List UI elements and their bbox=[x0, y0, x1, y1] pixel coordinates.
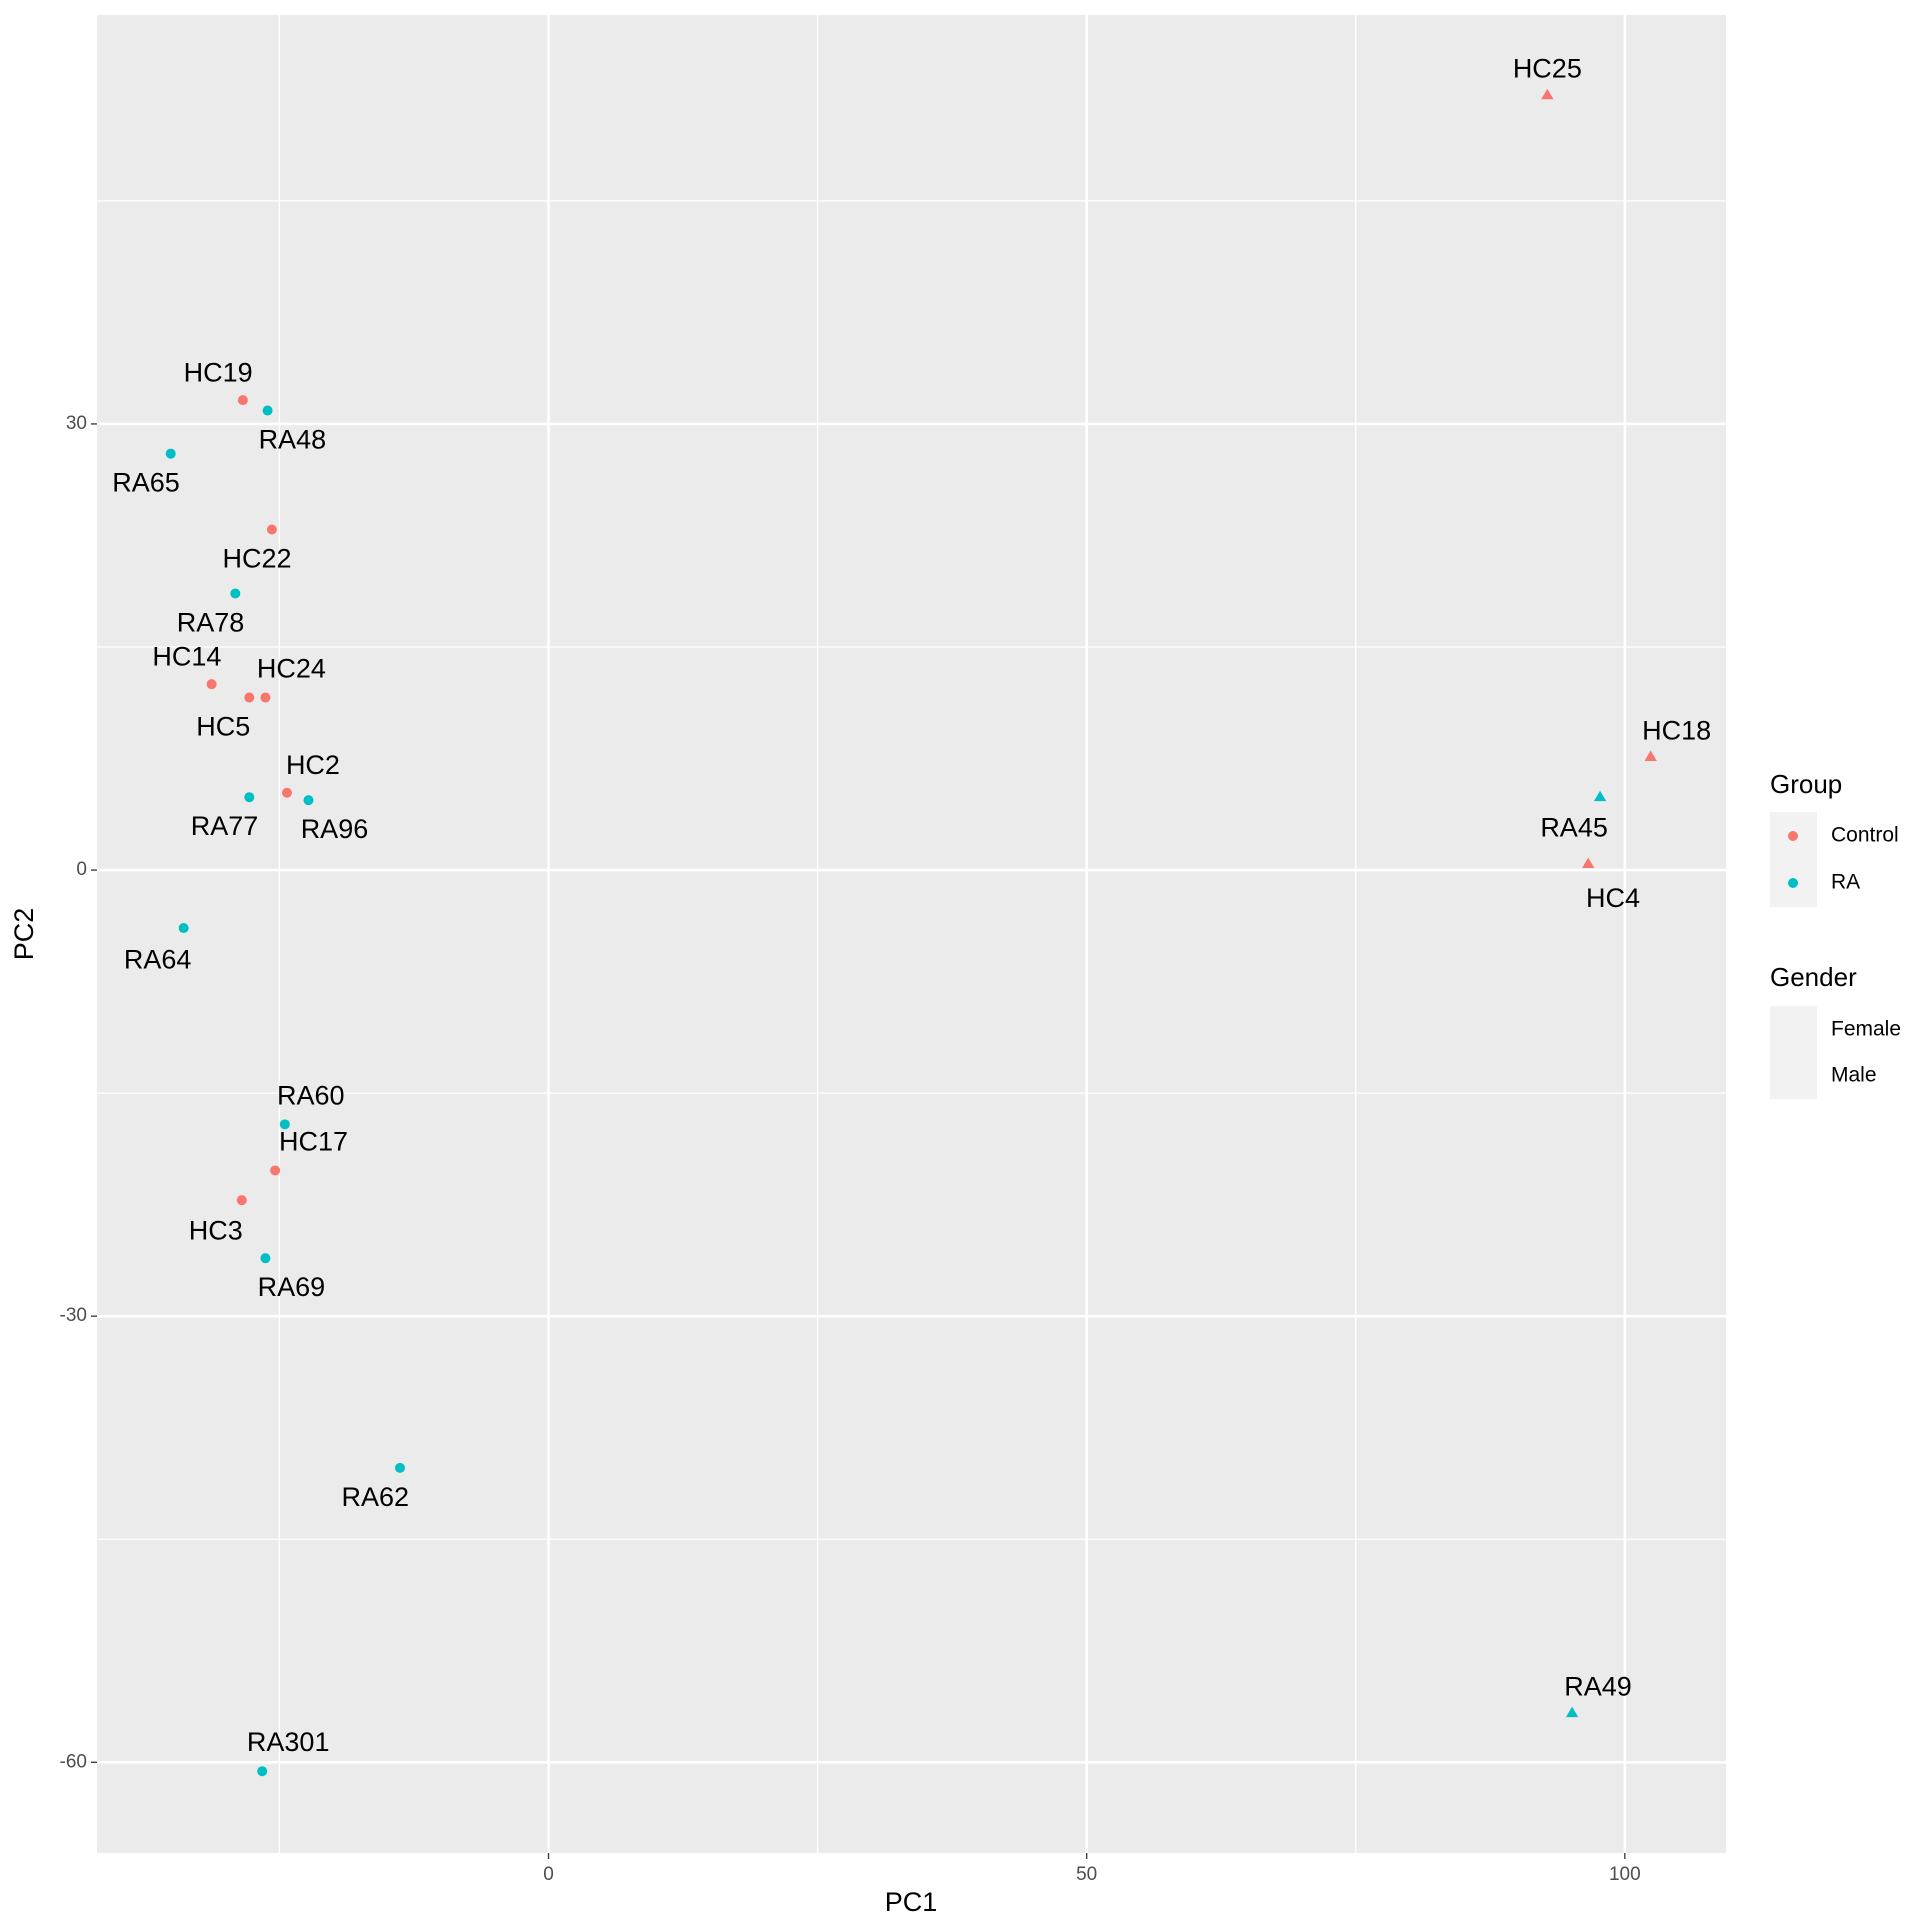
point-label: HC19 bbox=[184, 357, 253, 387]
point bbox=[1593, 790, 1607, 802]
point bbox=[279, 1119, 290, 1130]
point bbox=[1541, 88, 1554, 100]
point-label: RA96 bbox=[301, 814, 369, 844]
grid bbox=[97, 15, 1726, 1853]
panel bbox=[97, 15, 1726, 1853]
legend-key bbox=[1788, 831, 1798, 841]
point-label: HC22 bbox=[223, 544, 292, 574]
point-label: HC14 bbox=[152, 641, 221, 671]
point-label: RA69 bbox=[258, 1272, 326, 1302]
legend-key-bg bbox=[1770, 812, 1817, 907]
point bbox=[281, 787, 292, 798]
point-label: HC5 bbox=[196, 712, 250, 742]
y-axis-title: PC2 bbox=[9, 908, 39, 961]
point-label: RA77 bbox=[191, 811, 259, 841]
point-label: RA48 bbox=[259, 425, 327, 455]
x-axis-title: PC1 bbox=[885, 1887, 938, 1917]
point bbox=[1644, 750, 1657, 761]
point-label: HC18 bbox=[1642, 715, 1711, 745]
legend-key bbox=[1788, 878, 1798, 888]
point-label: RA65 bbox=[112, 468, 180, 498]
legend-title: Group bbox=[1770, 769, 1842, 799]
point bbox=[262, 405, 273, 416]
point bbox=[260, 692, 271, 703]
point-label: HC17 bbox=[279, 1126, 348, 1156]
point-label: HC2 bbox=[286, 750, 340, 780]
point bbox=[244, 792, 255, 803]
point-label: HC24 bbox=[257, 653, 326, 683]
y-tick-label: 30 bbox=[66, 413, 87, 434]
point-label: RA60 bbox=[277, 1080, 345, 1110]
legend-label: RA bbox=[1831, 871, 1860, 894]
point-label: RA301 bbox=[247, 1727, 330, 1757]
y-tick-label: -30 bbox=[60, 1305, 87, 1326]
point-label: RA49 bbox=[1564, 1672, 1632, 1702]
point-label: HC25 bbox=[1513, 54, 1582, 84]
y-tick-label: -60 bbox=[60, 1751, 87, 1772]
point-label: RA45 bbox=[1540, 812, 1608, 842]
legend-key-bg bbox=[1770, 1006, 1817, 1099]
point bbox=[178, 923, 189, 934]
point bbox=[244, 692, 255, 703]
legend-label: Control bbox=[1831, 824, 1899, 847]
point bbox=[266, 524, 277, 535]
legend-label: Female bbox=[1831, 1018, 1901, 1041]
point-label: HC4 bbox=[1586, 883, 1640, 913]
point-label: HC3 bbox=[189, 1215, 243, 1245]
point bbox=[270, 1165, 281, 1176]
point bbox=[257, 1766, 268, 1777]
legend-title: Gender bbox=[1770, 962, 1857, 992]
x-tick-label: 100 bbox=[1609, 1864, 1641, 1885]
point-label: RA62 bbox=[341, 1482, 409, 1512]
point bbox=[303, 795, 314, 806]
x-tick-label: 50 bbox=[1076, 1864, 1097, 1885]
y-tick-label: 0 bbox=[76, 859, 87, 880]
point bbox=[237, 395, 248, 406]
point bbox=[1565, 1706, 1579, 1718]
point-label: RA64 bbox=[124, 945, 192, 975]
point bbox=[260, 1253, 271, 1264]
point bbox=[394, 1462, 405, 1473]
point bbox=[165, 448, 176, 459]
point bbox=[206, 679, 217, 690]
point bbox=[236, 1195, 247, 1206]
point-label: RA78 bbox=[177, 608, 245, 638]
point bbox=[1582, 857, 1595, 869]
legend-label: Male bbox=[1831, 1064, 1877, 1087]
x-tick-label: 0 bbox=[543, 1864, 554, 1885]
point bbox=[230, 588, 241, 599]
